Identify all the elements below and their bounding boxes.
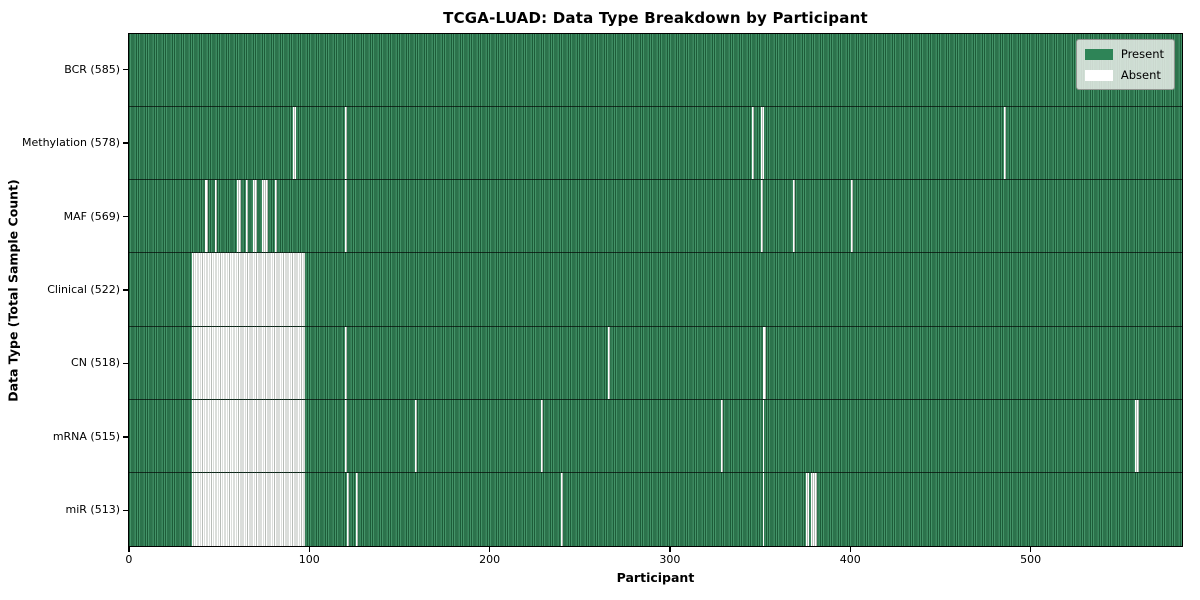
absent-stripe xyxy=(262,180,264,253)
absent-stripe xyxy=(760,107,763,180)
absent-stripe xyxy=(762,326,765,399)
x-tick-label: 500 xyxy=(1020,553,1042,566)
x-tick-mark xyxy=(488,547,491,552)
y-tick-label-clinical: Clinical (522) xyxy=(47,283,120,296)
absent-stripe xyxy=(813,472,815,546)
absent-stripe xyxy=(762,399,765,472)
absent-stripe xyxy=(561,472,563,546)
absent-stripe xyxy=(1003,107,1006,180)
absent-stripe xyxy=(721,399,723,472)
absent-stripe xyxy=(204,180,207,253)
absent-stripe xyxy=(814,472,817,546)
legend-label-absent: Absent xyxy=(1120,68,1161,82)
absent-stripe xyxy=(793,180,795,253)
x-tick-label: 100 xyxy=(298,553,320,566)
x-tick-mark xyxy=(849,547,851,552)
x-tick-label: 0 xyxy=(125,553,133,566)
absent-stripe xyxy=(541,399,543,472)
absent-stripe xyxy=(294,107,297,180)
legend-item-present: Present xyxy=(1084,47,1164,61)
absent-stripe xyxy=(760,180,763,253)
absent-stripe xyxy=(850,180,853,253)
legend: Present Absent xyxy=(1075,39,1175,90)
absent-stripe xyxy=(345,180,347,253)
heatmap-row-mir xyxy=(129,472,1182,546)
absent-stripe xyxy=(192,472,306,546)
absent-stripe xyxy=(805,472,808,546)
absent-stripe xyxy=(292,107,295,180)
absent-stripe xyxy=(762,472,765,546)
absent-stripe xyxy=(253,180,255,253)
y-tick-mark xyxy=(123,69,128,71)
x-tick-mark xyxy=(308,547,310,552)
y-tick-label-maf: MAF (569) xyxy=(63,209,120,223)
plot-area: Present Absent xyxy=(128,33,1183,547)
absent-stripe xyxy=(238,180,241,253)
x-tick-label: 300 xyxy=(659,553,681,566)
absent-stripe xyxy=(811,472,813,546)
heatmap-row-maf xyxy=(129,180,1182,254)
heatmap-row-mrna xyxy=(129,399,1182,473)
heatmap-row-clinical xyxy=(129,253,1182,327)
y-tick-mark xyxy=(123,362,128,365)
x-tick-mark xyxy=(669,547,671,552)
x-axis-label: Participant xyxy=(616,570,695,585)
absent-stripe xyxy=(192,399,306,472)
absent-stripe xyxy=(751,107,754,180)
absent-stripe xyxy=(206,180,209,253)
legend-swatch-absent-icon xyxy=(1084,69,1113,81)
y-tick-label-mir: miR (513) xyxy=(65,503,121,517)
x-tick-label: 400 xyxy=(839,553,861,566)
absent-stripe xyxy=(1137,399,1139,472)
absent-stripe xyxy=(237,180,239,253)
absent-stripe xyxy=(215,180,218,253)
legend-item-absent: Absent xyxy=(1084,68,1164,82)
absent-stripe xyxy=(192,326,306,399)
heatmap-row-methylation xyxy=(129,107,1182,181)
absent-stripe xyxy=(355,472,358,546)
absent-stripe xyxy=(192,253,306,326)
y-tick-mark xyxy=(123,509,128,511)
absent-stripe xyxy=(274,180,277,253)
absent-stripe xyxy=(1135,399,1137,472)
y-tick-label-cn: CN (518) xyxy=(71,356,120,370)
absent-stripe xyxy=(265,180,268,253)
absent-stripe xyxy=(345,107,347,180)
absent-stripe xyxy=(255,180,257,253)
heatmap-row-cn xyxy=(129,326,1182,400)
x-tick-label: 200 xyxy=(479,553,501,566)
x-tick-mark xyxy=(1029,547,1032,552)
heatmap-row-bcr xyxy=(129,34,1182,108)
y-tick-mark xyxy=(123,215,128,218)
absent-stripe xyxy=(415,399,417,472)
absent-stripe xyxy=(607,326,610,399)
y-tick-label-bcr: BCR (585) xyxy=(64,62,120,76)
y-tick-mark xyxy=(123,142,128,144)
legend-label-present: Present xyxy=(1120,47,1164,61)
y-tick-mark xyxy=(123,289,128,291)
absent-stripe xyxy=(246,180,248,253)
absent-stripe xyxy=(762,107,765,180)
absent-stripe xyxy=(264,180,266,253)
y-tick-label-methylation: Methylation (578) xyxy=(22,136,120,150)
legend-swatch-present-icon xyxy=(1084,48,1113,60)
y-tick-mark xyxy=(123,436,128,438)
absent-stripe xyxy=(345,326,347,399)
y-tick-label-mrna: mRNA (515) xyxy=(52,429,120,443)
chart-title: TCGA-LUAD: Data Type Breakdown by Partic… xyxy=(443,9,868,27)
absent-stripe xyxy=(346,472,349,546)
x-tick-mark xyxy=(128,547,130,552)
absent-stripe xyxy=(807,472,810,546)
absent-stripe xyxy=(345,399,347,472)
absent-stripe xyxy=(764,326,767,399)
